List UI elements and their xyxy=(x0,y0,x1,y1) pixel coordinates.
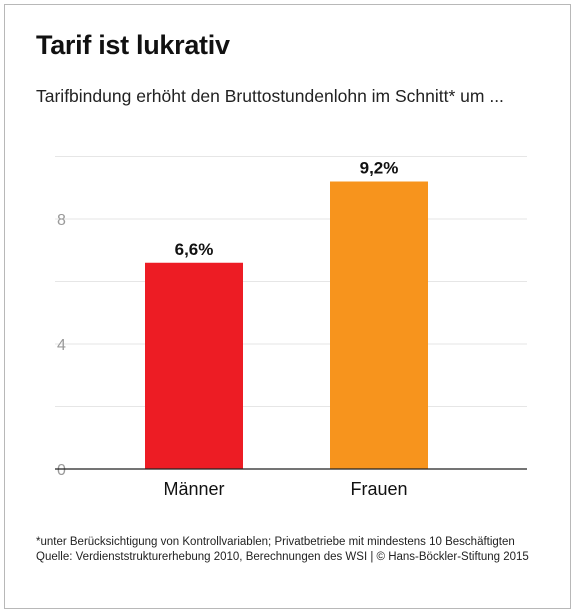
chart-subtitle: Tarifbindung erhöht den Bruttostundenloh… xyxy=(36,86,504,106)
bar-männer xyxy=(145,262,243,469)
y-tick-label: 8 xyxy=(57,212,66,229)
bar-frauen xyxy=(330,181,428,469)
bar-value-label: 9,2% xyxy=(360,159,399,178)
footnote-note: *unter Berücksichtigung von Kontrollvari… xyxy=(36,536,515,548)
footnote-block: *unter Berücksichtigung von Kontrollvari… xyxy=(36,535,556,565)
bar-value-label: 6,6% xyxy=(175,240,214,259)
y-tick-label: 4 xyxy=(57,337,66,354)
chart-title: Tarif ist lukrativ xyxy=(36,30,230,60)
x-category-label: Frauen xyxy=(350,479,407,499)
chart-frame xyxy=(4,4,571,609)
y-tick-label: 0 xyxy=(57,462,66,479)
footnote-source: Quelle: Verdienststrukturerhebung 2010, … xyxy=(36,551,529,563)
x-category-label: Männer xyxy=(163,479,224,499)
